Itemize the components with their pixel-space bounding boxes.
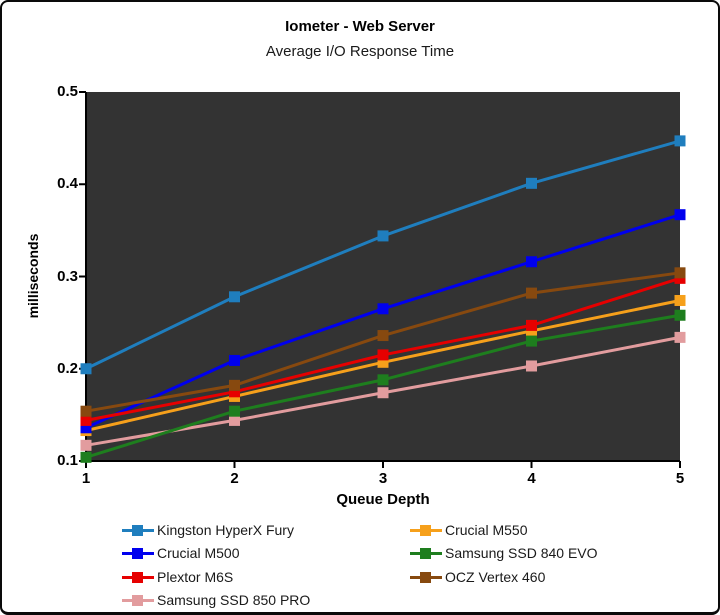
series-marker-5-5 <box>674 309 686 321</box>
x-tick-label: 3 <box>378 470 388 487</box>
legend-item-0: Kingston HyperX Fury <box>122 522 294 538</box>
series-marker-1-4 <box>526 256 537 268</box>
legend-label: Crucial M550 <box>445 522 528 538</box>
legend-label: Samsung SSD 850 PRO <box>157 592 311 608</box>
series-marker-2-1 <box>80 414 92 426</box>
series-marker-6-1 <box>80 405 92 417</box>
series-marker-3-1 <box>80 439 92 451</box>
legend-label: OCZ Vertex 460 <box>445 569 546 585</box>
series-marker-2-2 <box>229 386 240 398</box>
series-marker-4-3 <box>377 356 389 368</box>
series-marker-4-4 <box>526 325 537 337</box>
series-marker-5-2 <box>229 405 240 417</box>
legend-square-icon <box>420 524 431 536</box>
x-axis-label: Queue Depth <box>336 491 430 508</box>
y-tick-label: 0.5 <box>57 83 78 100</box>
chart-title: Iometer - Web Server <box>285 18 435 35</box>
y-tick-label: 0.2 <box>57 359 78 377</box>
y-tick-label: 0.1 <box>57 452 78 469</box>
series-marker-5-1 <box>80 451 92 463</box>
chart-subtitle: Average I/O Response Time <box>265 43 455 60</box>
legend-square-icon <box>420 547 431 559</box>
series-marker-0-3 <box>377 230 389 242</box>
legend-square-icon <box>132 571 143 583</box>
legend-marker-icon <box>122 524 154 536</box>
series-marker-0-2 <box>229 291 240 303</box>
series-marker-6-5 <box>674 267 686 279</box>
legend-label: Samsung SSD 840 EVO <box>445 545 598 561</box>
series-marker-6-3 <box>377 330 389 342</box>
legend-item-1: Crucial M500 <box>122 545 239 561</box>
x-tick-label: 4 <box>527 470 536 487</box>
legend-marker-icon <box>122 594 154 606</box>
series-marker-4-5 <box>674 294 686 306</box>
x-tick-label: 2 <box>230 470 239 487</box>
series-marker-2-5 <box>674 272 686 284</box>
series-marker-1-5 <box>674 209 686 221</box>
series-marker-1-3 <box>377 303 389 315</box>
x-tick-label: 5 <box>675 470 685 487</box>
legend-item-2: Plextor M6S <box>122 569 233 585</box>
legend-item-3: Samsung SSD 850 PRO <box>122 592 310 608</box>
legend-square-icon <box>132 594 143 606</box>
series-marker-3-5 <box>674 331 686 343</box>
legend-marker-icon <box>410 524 442 536</box>
x-tick-label: 1 <box>81 470 91 487</box>
y-tick-label: 0.4 <box>57 175 78 193</box>
series-marker-6-4 <box>526 287 537 299</box>
series-marker-3-2 <box>229 414 240 426</box>
series-marker-3-4 <box>526 360 537 372</box>
legend-marker-icon <box>122 571 154 583</box>
series-marker-0-1 <box>80 363 92 375</box>
legend-label: Plextor M6S <box>157 569 234 585</box>
legend-item-4: Crucial M550 <box>410 522 527 538</box>
series-marker-0-4 <box>526 177 537 189</box>
legend-square-icon <box>420 571 431 583</box>
series-marker-1-1 <box>80 422 92 434</box>
series-marker-3-3 <box>377 387 389 399</box>
legend-square-icon <box>132 524 143 536</box>
legend-marker-icon <box>410 547 442 559</box>
series-marker-0-5 <box>674 135 686 147</box>
series-marker-1-2 <box>229 354 240 366</box>
series-marker-5-3 <box>377 374 389 386</box>
series-marker-5-4 <box>526 335 537 347</box>
legend-marker-icon <box>410 571 442 583</box>
plot-background <box>86 92 680 461</box>
legend-item-6: OCZ Vertex 460 <box>410 569 545 585</box>
legend-label: Crucial M500 <box>157 545 240 561</box>
series-marker-2-3 <box>377 349 389 361</box>
legend-label: Kingston HyperX Fury <box>157 522 294 538</box>
series-marker-2-4 <box>526 319 537 331</box>
y-tick-label: 0.3 <box>57 267 78 285</box>
series-marker-6-2 <box>229 379 240 391</box>
legend-item-5: Samsung SSD 840 EVO <box>410 545 598 561</box>
legend-marker-icon <box>122 547 154 559</box>
legend-square-icon <box>132 547 143 559</box>
